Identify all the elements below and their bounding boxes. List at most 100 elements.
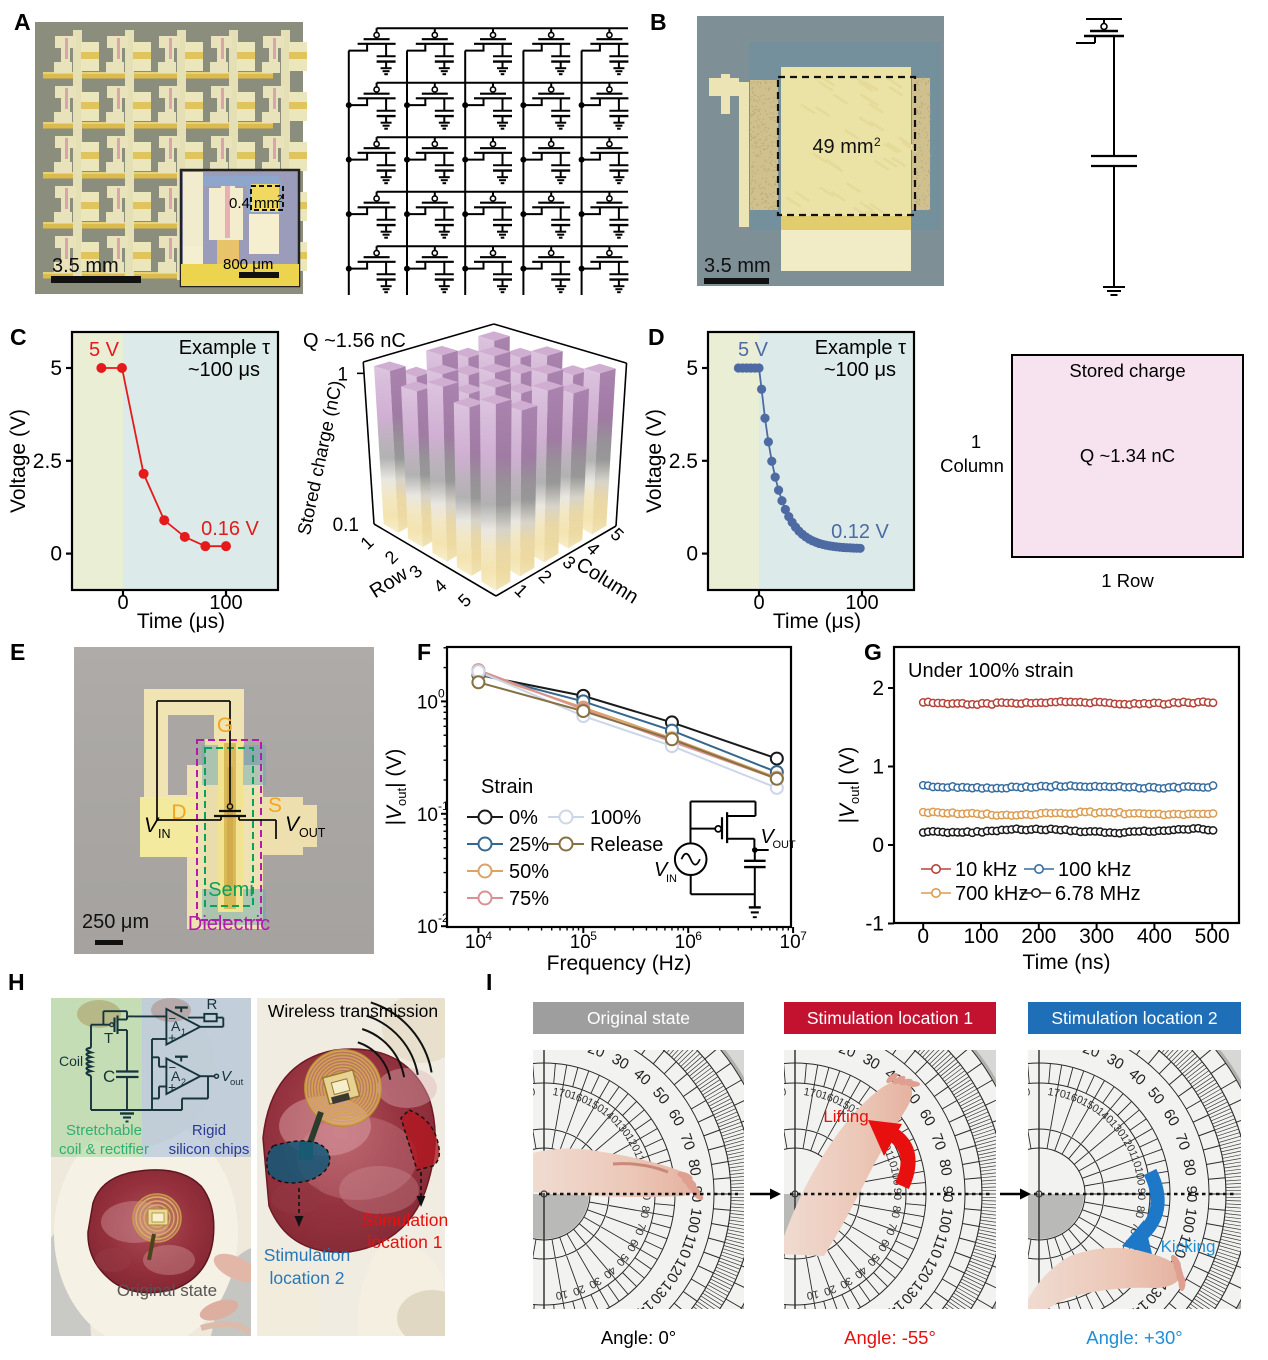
svg-text:3.5 mm: 3.5 mm xyxy=(704,255,771,277)
svg-text:Original state: Original state xyxy=(117,1281,217,1300)
svg-text:10: 10 xyxy=(519,1287,533,1301)
svg-text:|Vout| (V): |Vout| (V) xyxy=(383,749,409,826)
svg-text:10: 10 xyxy=(417,805,438,826)
svg-text:E: E xyxy=(10,639,25,665)
svg-text:49 mm: 49 mm xyxy=(812,136,873,158)
svg-text:60: 60 xyxy=(1160,1106,1183,1129)
svg-text:+: + xyxy=(168,1079,176,1095)
svg-text:Dielectric: Dielectric xyxy=(188,913,270,935)
svg-text:Original state: Original state xyxy=(587,1008,690,1028)
svg-text:V: V xyxy=(144,814,160,837)
svg-text:70: 70 xyxy=(676,1131,698,1152)
svg-text:Under 100% strain: Under 100% strain xyxy=(908,660,1074,682)
svg-text:100 kHz: 100 kHz xyxy=(1058,859,1131,881)
svg-text:Voltage (V): Voltage (V) xyxy=(643,409,666,513)
svg-text:700 kHz: 700 kHz xyxy=(955,883,1028,905)
svg-text:coil & rectifier: coil & rectifier xyxy=(59,1141,149,1158)
svg-text:0: 0 xyxy=(438,686,445,700)
svg-text:170: 170 xyxy=(552,1086,572,1101)
svg-text:160: 160 xyxy=(568,1089,589,1107)
svg-text:10: 10 xyxy=(417,692,438,713)
svg-text:0: 0 xyxy=(872,834,884,857)
svg-text:250 μm: 250 μm xyxy=(82,911,149,933)
svg-text:Coil: Coil xyxy=(59,1053,83,1069)
svg-text:Stimulation: Stimulation xyxy=(264,1245,351,1265)
svg-text:30: 30 xyxy=(860,1050,883,1073)
svg-text:5: 5 xyxy=(686,357,698,380)
svg-text:Voltage (V): Voltage (V) xyxy=(7,409,30,513)
svg-text:10: 10 xyxy=(1014,1287,1028,1301)
svg-text:D: D xyxy=(171,801,186,824)
svg-text:1: 1 xyxy=(337,364,348,385)
svg-text:80: 80 xyxy=(1132,1205,1146,1219)
svg-text:10: 10 xyxy=(465,932,486,953)
svg-text:20: 20 xyxy=(822,1282,838,1297)
svg-text:1: 1 xyxy=(872,756,884,779)
svg-text:80: 80 xyxy=(684,1158,704,1177)
svg-text:170: 170 xyxy=(803,1086,823,1101)
svg-text:100: 100 xyxy=(1179,1207,1200,1235)
svg-text:80: 80 xyxy=(637,1205,651,1219)
svg-text:D: D xyxy=(648,324,665,350)
svg-text:200: 200 xyxy=(1021,925,1056,948)
svg-text:2: 2 xyxy=(181,1077,186,1087)
svg-text:IN: IN xyxy=(666,873,677,885)
svg-text:Angle: +30°: Angle: +30° xyxy=(1086,1327,1182,1348)
svg-text:0: 0 xyxy=(117,592,128,614)
svg-text:10: 10 xyxy=(555,1287,569,1301)
svg-text:1 Row: 1 Row xyxy=(1101,570,1154,591)
svg-text:6: 6 xyxy=(695,929,702,943)
svg-text:4: 4 xyxy=(485,929,492,943)
svg-text:0: 0 xyxy=(50,543,62,566)
svg-text:Stimulation location 1: Stimulation location 1 xyxy=(807,1008,973,1028)
svg-text:B: B xyxy=(650,9,667,35)
svg-text:IN: IN xyxy=(158,827,171,841)
svg-text:Strain: Strain xyxy=(481,776,533,798)
svg-text:110: 110 xyxy=(882,1149,899,1170)
svg-text:10: 10 xyxy=(561,1034,580,1054)
svg-text:A: A xyxy=(14,9,31,35)
svg-text:100: 100 xyxy=(935,1207,956,1235)
svg-text:160: 160 xyxy=(819,1089,840,1107)
svg-text:A: A xyxy=(171,1018,181,1034)
svg-text:Time (ns): Time (ns) xyxy=(1023,951,1111,974)
svg-text:F: F xyxy=(417,639,431,665)
svg-text:100%: 100% xyxy=(590,807,641,829)
svg-text:0.16 V: 0.16 V xyxy=(201,518,259,540)
svg-text:70: 70 xyxy=(927,1131,949,1152)
svg-text:100: 100 xyxy=(209,592,242,614)
svg-text:500: 500 xyxy=(1195,925,1230,948)
svg-text:70: 70 xyxy=(1171,1131,1193,1152)
svg-text:10 kHz: 10 kHz xyxy=(955,859,1017,881)
svg-text:G: G xyxy=(217,714,233,737)
svg-text:7: 7 xyxy=(800,929,807,943)
svg-text:30: 30 xyxy=(587,1274,604,1291)
svg-text:5 V: 5 V xyxy=(738,339,769,361)
svg-text:-1: -1 xyxy=(438,799,449,813)
svg-text:Time (μs): Time (μs) xyxy=(137,610,225,633)
svg-text:50%: 50% xyxy=(509,861,549,883)
svg-text:5: 5 xyxy=(50,357,62,380)
svg-text:60: 60 xyxy=(875,1237,892,1254)
svg-text:10: 10 xyxy=(806,1287,820,1301)
svg-text:-2: -2 xyxy=(438,911,449,925)
svg-text:80: 80 xyxy=(1179,1158,1199,1177)
svg-text:20: 20 xyxy=(1080,1040,1101,1062)
svg-text:Angle: -55°: Angle: -55° xyxy=(844,1327,936,1348)
svg-text:400: 400 xyxy=(1137,925,1172,948)
svg-text:0.12 V: 0.12 V xyxy=(831,521,889,543)
svg-text:Stimulation: Stimulation xyxy=(362,1210,449,1230)
svg-text:Kicking: Kicking xyxy=(1161,1237,1216,1256)
svg-text:100: 100 xyxy=(684,1207,705,1235)
svg-text:V: V xyxy=(761,826,776,848)
svg-text:1: 1 xyxy=(971,431,981,452)
svg-text:OUT: OUT xyxy=(773,839,797,851)
svg-text:170: 170 xyxy=(767,1086,787,1101)
svg-text:10: 10 xyxy=(812,1034,831,1054)
svg-text:70: 70 xyxy=(883,1221,898,1237)
svg-text:OUT: OUT xyxy=(299,826,326,840)
svg-text:0%: 0% xyxy=(509,807,538,829)
svg-text:Release: Release xyxy=(590,834,663,856)
svg-text:10: 10 xyxy=(1056,1034,1075,1054)
svg-text:0.4 mm: 0.4 mm xyxy=(229,195,279,212)
